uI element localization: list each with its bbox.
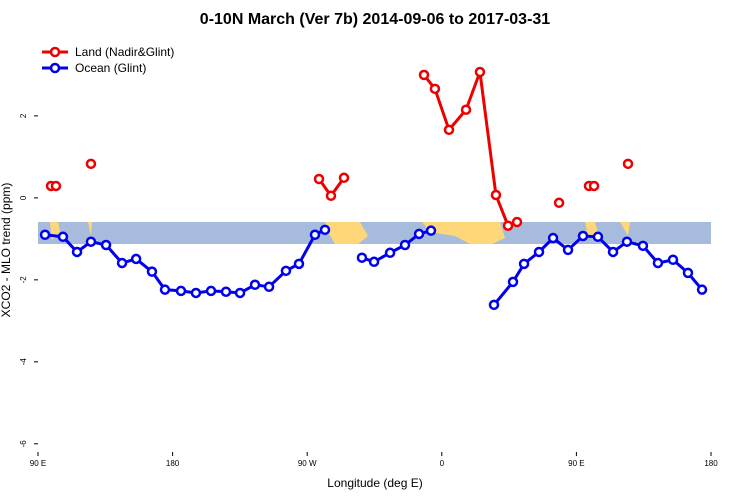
point xyxy=(39,229,51,241)
point xyxy=(622,158,634,170)
point xyxy=(249,279,261,291)
legend-marker xyxy=(49,62,61,74)
point xyxy=(637,240,649,252)
point xyxy=(507,276,519,288)
point xyxy=(100,239,112,251)
point xyxy=(280,265,292,277)
point xyxy=(511,216,523,228)
y-tick-label: 2 xyxy=(19,113,28,118)
point xyxy=(429,83,441,95)
land-strip xyxy=(50,222,630,244)
point xyxy=(356,252,368,263)
point xyxy=(325,190,337,202)
point xyxy=(85,236,97,247)
point xyxy=(368,256,380,268)
map-strip xyxy=(38,222,711,244)
point xyxy=(313,173,325,185)
point xyxy=(474,66,486,78)
point xyxy=(652,257,664,269)
y-tick-label: -4 xyxy=(19,358,28,366)
point xyxy=(130,253,142,265)
point xyxy=(592,231,604,243)
point xyxy=(562,244,574,256)
x-axis-label: Longitude (deg E) xyxy=(327,476,422,490)
point xyxy=(588,180,600,192)
legend-label: Ocean (Glint) xyxy=(75,61,146,75)
point xyxy=(443,124,455,136)
point xyxy=(293,258,305,270)
point xyxy=(319,224,331,236)
y-tick-label: -6 xyxy=(19,440,28,448)
point xyxy=(518,258,530,270)
point xyxy=(607,246,619,258)
point xyxy=(399,239,411,251)
y-tick-label: 0 xyxy=(19,195,28,200)
point xyxy=(85,158,97,170)
point xyxy=(116,257,128,269)
point xyxy=(57,231,69,243)
point xyxy=(577,230,589,242)
point xyxy=(425,225,437,236)
point xyxy=(418,69,430,81)
point xyxy=(553,197,565,209)
x-tick-label: 90 W xyxy=(298,459,317,468)
point xyxy=(384,247,396,259)
point xyxy=(338,172,350,184)
point xyxy=(667,254,679,266)
y-tick-label: -2 xyxy=(19,276,28,284)
point xyxy=(234,287,246,299)
x-tick-label: 90 E xyxy=(568,459,584,468)
point xyxy=(502,220,514,231)
chart-title: 0-10N March (Ver 7b) 2014-09-06 to 2017-… xyxy=(200,11,551,28)
point xyxy=(547,232,559,244)
point xyxy=(460,104,472,115)
x-tick-label: 90 E xyxy=(30,459,46,468)
point xyxy=(682,267,694,279)
point xyxy=(488,299,500,311)
x-tick-label: 180 xyxy=(166,459,180,468)
point xyxy=(220,286,232,297)
x-tick-label: 180 xyxy=(704,459,718,468)
point xyxy=(159,284,171,295)
legend-marker xyxy=(49,46,61,58)
point xyxy=(263,281,275,293)
point xyxy=(205,285,217,297)
point xyxy=(696,284,708,295)
legend-label: Land (Nadir&Glint) xyxy=(75,45,174,59)
point xyxy=(413,228,425,240)
point xyxy=(621,236,633,247)
point xyxy=(175,285,187,297)
x-tick-label: 0 xyxy=(440,459,445,468)
point xyxy=(146,266,158,277)
ocean-strip xyxy=(38,222,711,244)
point xyxy=(71,246,83,258)
y-axis-label: XCO2 - MLO trend (ppm) xyxy=(0,183,13,318)
point xyxy=(309,229,321,241)
point xyxy=(50,180,62,192)
series-line xyxy=(319,72,628,226)
point xyxy=(490,189,502,201)
point xyxy=(533,246,545,258)
point xyxy=(190,287,202,299)
